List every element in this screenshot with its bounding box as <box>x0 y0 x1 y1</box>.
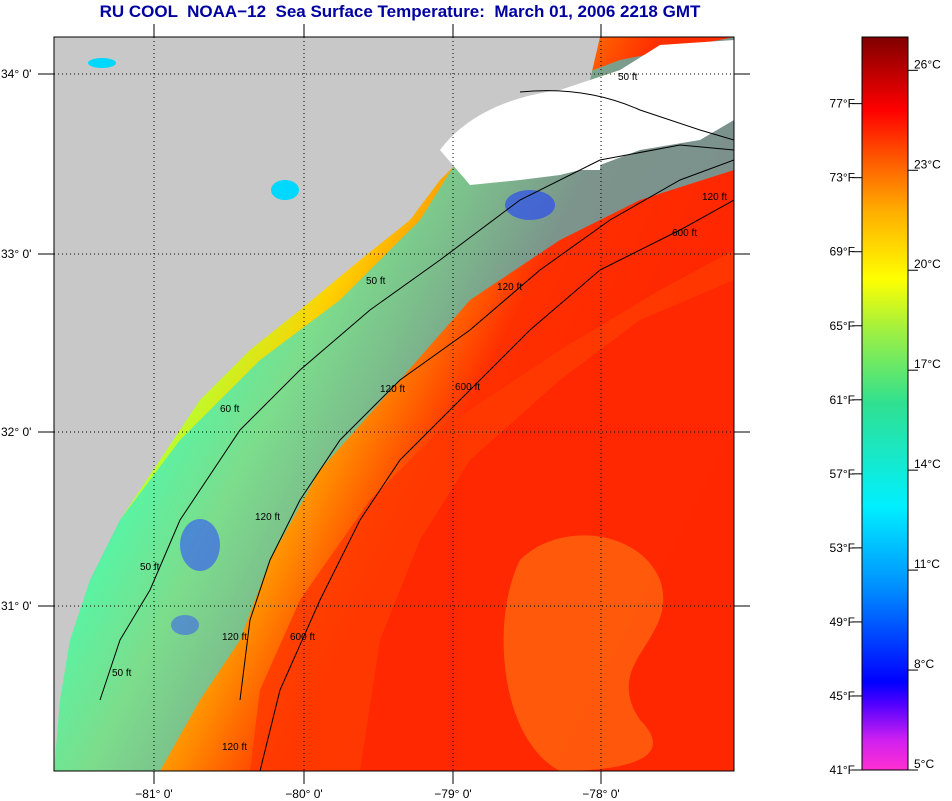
contour-label: 120 ft <box>497 282 522 293</box>
colorbar-c-label: 5°C <box>914 757 934 771</box>
colorbar-f-label: 73°F <box>830 171 855 185</box>
contour-labels: 50 ft 120 ft 600 ft 120 ft 600 ft 50 ft … <box>112 72 727 753</box>
lat-label: 32° 0' <box>1 425 31 439</box>
colorbar-c-label: 23°C <box>914 157 941 171</box>
colorbar-f-label: 65°F <box>830 319 855 333</box>
colorbar-f-label: 69°F <box>830 245 855 259</box>
lon-label: −80° 0' <box>285 787 322 801</box>
colorbar-f-label: 49°F <box>830 615 855 629</box>
colorbar-c-label: 11°C <box>914 557 940 571</box>
bathymetry-contours <box>99 90 734 771</box>
axis-ticks <box>38 24 750 784</box>
colorbar-c-label: 26°C <box>914 57 941 71</box>
map-title: RU COOL NOAA−12 Sea Surface Temperature:… <box>99 2 701 21</box>
lon-label: −79° 0' <box>434 787 471 801</box>
lon-label: −78° 0' <box>582 787 619 801</box>
colorbar-f-label: 41°F <box>830 763 855 777</box>
colorbar-c-label: 20°C <box>914 257 941 271</box>
shelf-cool-water <box>54 37 734 771</box>
contour-label: 600 ft <box>672 228 697 239</box>
latitude-labels: 34° 0' 33° 0' 32° 0' 31° 0' <box>1 67 31 613</box>
contour-label: 60 ft <box>220 404 240 415</box>
cold-patch <box>180 519 220 571</box>
inland-lake <box>88 58 116 68</box>
land <box>54 37 600 771</box>
colorbar-celsius-labels: 26°C 23°C 20°C 17°C 14°C 11°C 8°C 5°C <box>914 57 941 771</box>
contour-label: 120 ft <box>222 632 247 643</box>
contour-120ft <box>239 159 734 701</box>
contour-label: 50 ft <box>112 668 132 679</box>
colorbar-c-label: 8°C <box>914 657 934 671</box>
lat-label: 31° 0' <box>1 599 31 613</box>
colorbar-ticks <box>852 69 918 771</box>
colorbar-f-label: 57°F <box>830 467 855 481</box>
colorbar-f-label: 77°F <box>830 97 855 111</box>
colorbar-c-label: 17°C <box>914 357 941 371</box>
colorbar-f-label: 53°F <box>830 541 855 555</box>
temperature-colorbar <box>861 36 909 771</box>
lat-label: 34° 0' <box>1 67 31 81</box>
contour-label: 600 ft <box>290 632 315 643</box>
lon-label: −81° 0' <box>135 787 172 801</box>
cold-patch <box>171 615 199 635</box>
colorbar-f-label: 45°F <box>830 689 855 703</box>
contour-label: 120 ft <box>222 742 247 753</box>
warm-eddy <box>503 535 664 771</box>
contour-label: 50 ft <box>618 72 638 83</box>
contour-label: 120 ft <box>702 192 727 203</box>
contour-label: 600 ft <box>455 382 480 393</box>
cold-patch <box>505 190 555 220</box>
cloud-mask-2 <box>556 89 604 170</box>
map-frame <box>53 36 735 772</box>
contour-label: 50 ft <box>366 276 386 287</box>
colorbar-c-label: 14°C <box>914 457 941 471</box>
map-area: 50 ft 120 ft 600 ft 120 ft 600 ft 50 ft … <box>54 37 734 771</box>
contour-50ft <box>519 90 734 141</box>
contour-label: 120 ft <box>255 512 280 523</box>
lat-label: 33° 0' <box>1 247 31 261</box>
longitude-labels: −81° 0' −80° 0' −79° 0' −78° 0' <box>135 787 619 801</box>
inland-lake <box>271 180 299 200</box>
contour-label: 120 ft <box>380 384 405 395</box>
contour-50ft-b <box>99 144 734 701</box>
graticule <box>54 37 734 771</box>
colorbar-f-label: 61°F <box>830 393 855 407</box>
colorbar-fahrenheit-labels: 77°F 73°F 69°F 65°F 61°F 57°F 53°F 49°F 45°F 41°F <box>830 97 855 777</box>
contour-label: 50 ft <box>140 562 160 573</box>
contour-600ft <box>259 199 734 771</box>
